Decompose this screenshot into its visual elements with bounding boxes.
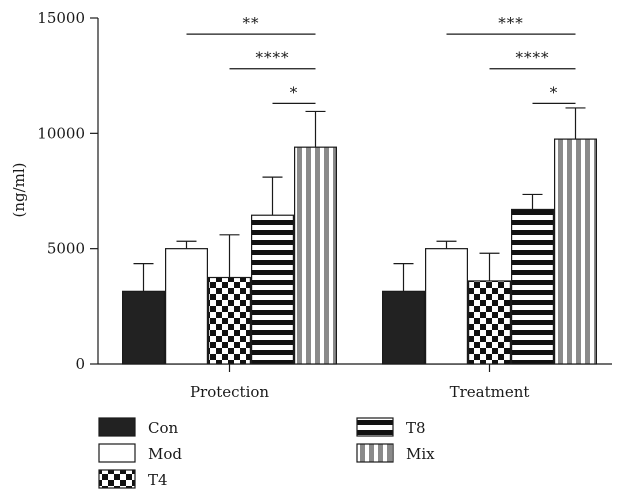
legend-label-con: Con — [148, 419, 179, 437]
bar-mix-treatment — [553, 138, 597, 365]
bar-t8-protection — [251, 214, 295, 365]
bar-con-protection — [121, 290, 165, 365]
y-tick-label: 5000 — [47, 240, 85, 258]
significance-label: **** — [256, 49, 290, 67]
legend-label-t8: T8 — [406, 419, 426, 437]
y-axis-label: (ng/ml) — [10, 162, 28, 217]
bar-mod-treatment — [425, 248, 469, 365]
x-tick-label: Protection — [190, 383, 269, 401]
significance-label: * — [290, 83, 299, 101]
bar-mod-protection — [165, 248, 209, 365]
y-tick-label: 10000 — [37, 124, 85, 142]
legend: Con Mod T4 T8 Mix — [98, 417, 435, 489]
significance-label: ** — [243, 14, 260, 32]
significance-label: **** — [516, 49, 550, 67]
x-tick-label: Treatment — [450, 383, 530, 401]
significance-brackets: *************** — [186, 14, 576, 104]
bar-con-treatment — [382, 290, 426, 365]
y-tick-label: 0 — [75, 355, 85, 373]
legend-label-t4: T4 — [148, 471, 168, 489]
legend-swatch-con — [98, 417, 136, 437]
significance-label: *** — [498, 14, 524, 32]
bars — [121, 138, 597, 365]
bar-t8-treatment — [511, 208, 555, 365]
bar-mix-protection — [294, 146, 338, 365]
bar-t4-treatment — [468, 280, 512, 365]
y-axis: 0 5000 10000 15000 — [37, 9, 99, 373]
legend-label-mix: Mix — [406, 445, 435, 463]
x-axis: Protection Treatment — [98, 363, 612, 401]
error-bars — [133, 107, 586, 292]
legend-swatch-mix — [356, 443, 394, 463]
significance-label: * — [550, 83, 559, 101]
legend-label-mod: Mod — [148, 445, 182, 463]
legend-swatch-t8 — [356, 417, 394, 437]
y-tick-label: 15000 — [37, 9, 85, 27]
legend-swatch-mod — [98, 443, 136, 463]
legend-swatch-t4 — [98, 469, 136, 489]
bar-t4-protection — [208, 276, 252, 365]
